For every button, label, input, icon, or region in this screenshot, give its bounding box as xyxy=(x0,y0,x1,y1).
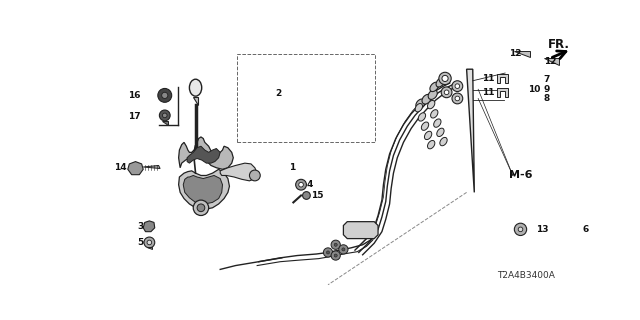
Circle shape xyxy=(452,93,463,104)
Circle shape xyxy=(331,251,340,260)
Circle shape xyxy=(296,179,307,190)
Text: 8: 8 xyxy=(543,94,550,103)
PathPatch shape xyxy=(179,137,234,169)
Text: FR.: FR. xyxy=(548,38,570,52)
Bar xyxy=(237,54,375,142)
Text: 11: 11 xyxy=(482,88,495,97)
Text: 16: 16 xyxy=(128,91,140,100)
Circle shape xyxy=(303,192,310,199)
PathPatch shape xyxy=(497,74,508,83)
PathPatch shape xyxy=(220,163,257,181)
Ellipse shape xyxy=(416,99,425,109)
Text: 14: 14 xyxy=(114,163,127,172)
Text: 3: 3 xyxy=(137,222,143,231)
Circle shape xyxy=(441,87,452,98)
Circle shape xyxy=(452,81,463,92)
Circle shape xyxy=(518,227,523,232)
Ellipse shape xyxy=(428,90,437,100)
Ellipse shape xyxy=(415,104,422,112)
Circle shape xyxy=(326,251,330,254)
Circle shape xyxy=(162,92,168,99)
PathPatch shape xyxy=(497,88,508,97)
Circle shape xyxy=(144,237,155,248)
Text: M-6: M-6 xyxy=(509,171,532,180)
Circle shape xyxy=(334,243,337,246)
Ellipse shape xyxy=(440,137,447,146)
PathPatch shape xyxy=(162,121,168,125)
Circle shape xyxy=(159,110,170,121)
Circle shape xyxy=(334,254,337,257)
Ellipse shape xyxy=(436,128,444,137)
PathPatch shape xyxy=(143,221,155,232)
Circle shape xyxy=(444,90,449,95)
Text: 5: 5 xyxy=(137,238,143,247)
Ellipse shape xyxy=(422,94,431,104)
Ellipse shape xyxy=(189,79,202,96)
Text: 12: 12 xyxy=(509,49,522,58)
PathPatch shape xyxy=(515,51,530,57)
Circle shape xyxy=(197,204,205,212)
Circle shape xyxy=(442,75,448,82)
Circle shape xyxy=(163,113,167,118)
Circle shape xyxy=(331,240,340,249)
Ellipse shape xyxy=(428,140,435,149)
PathPatch shape xyxy=(344,222,378,239)
Ellipse shape xyxy=(434,119,441,127)
Text: 15: 15 xyxy=(311,191,324,200)
Ellipse shape xyxy=(419,113,426,121)
Ellipse shape xyxy=(436,77,445,87)
Ellipse shape xyxy=(428,100,435,109)
Circle shape xyxy=(323,248,333,257)
Text: 12: 12 xyxy=(543,57,556,66)
PathPatch shape xyxy=(143,165,160,169)
Circle shape xyxy=(193,200,209,215)
Circle shape xyxy=(455,84,460,88)
Text: T2A4B3400A: T2A4B3400A xyxy=(497,271,556,280)
Text: 7: 7 xyxy=(543,76,550,84)
Text: 1: 1 xyxy=(289,163,296,172)
Text: 11: 11 xyxy=(482,74,495,83)
PathPatch shape xyxy=(183,175,223,204)
PathPatch shape xyxy=(193,97,198,105)
PathPatch shape xyxy=(147,247,152,249)
Text: 13: 13 xyxy=(536,225,548,234)
Circle shape xyxy=(439,72,451,84)
Ellipse shape xyxy=(431,110,438,118)
Text: 6: 6 xyxy=(582,225,588,234)
Text: 9: 9 xyxy=(543,85,550,94)
Ellipse shape xyxy=(424,131,432,140)
Circle shape xyxy=(515,223,527,236)
Circle shape xyxy=(250,170,260,181)
Circle shape xyxy=(342,248,345,251)
PathPatch shape xyxy=(187,146,220,163)
Text: 4: 4 xyxy=(307,180,313,189)
PathPatch shape xyxy=(543,59,559,65)
Circle shape xyxy=(147,240,152,245)
Circle shape xyxy=(339,245,348,254)
PathPatch shape xyxy=(179,169,230,209)
Circle shape xyxy=(299,182,303,187)
Circle shape xyxy=(158,88,172,102)
Circle shape xyxy=(455,96,460,101)
Text: 10: 10 xyxy=(528,85,541,94)
Ellipse shape xyxy=(430,82,438,92)
PathPatch shape xyxy=(467,69,474,192)
Ellipse shape xyxy=(421,122,429,130)
Text: 2: 2 xyxy=(276,89,282,98)
PathPatch shape xyxy=(128,162,143,175)
Text: 17: 17 xyxy=(128,112,140,121)
